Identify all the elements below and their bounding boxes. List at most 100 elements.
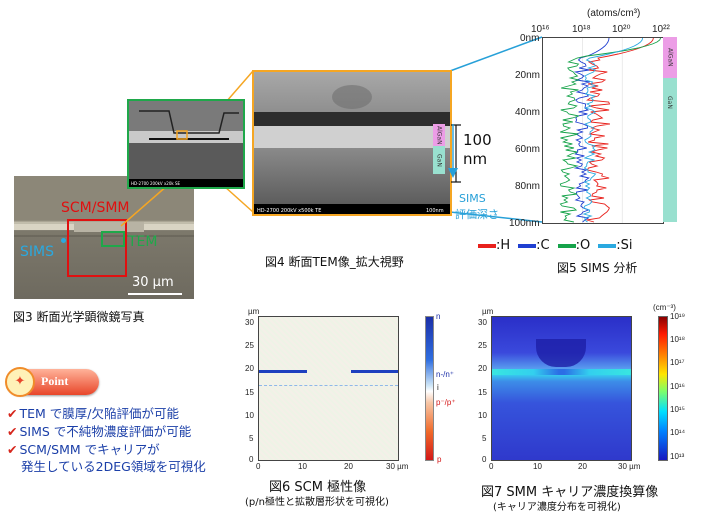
scm-cb-label: p bbox=[437, 455, 442, 464]
scm-xtick: 0 bbox=[256, 462, 261, 471]
fig6-caption: 図6 SCM 極性像 bbox=[269, 480, 367, 495]
tem-algan-tag: AlGaN bbox=[433, 124, 445, 146]
scm-unit: µm bbox=[248, 307, 260, 316]
point-item: ✔ TEM で膜厚/欠陥評価が可能 bbox=[7, 406, 179, 421]
smm-ytick: 10 bbox=[478, 411, 487, 420]
scm-ytick: 0 bbox=[249, 455, 254, 464]
tem-overview-image: HD-2700 200kV x20k SE bbox=[127, 99, 245, 189]
smm-cb-label: 10¹⁸ bbox=[670, 335, 685, 344]
sims-xtick: 10¹⁸ bbox=[572, 24, 591, 35]
sims-algan-band: AlGaN bbox=[663, 37, 677, 78]
trace-o bbox=[559, 38, 662, 223]
point-item: ✔ SIMS で不純物濃度評価が可能 bbox=[7, 424, 192, 439]
thickness-value: 100 bbox=[463, 131, 492, 149]
point-item: ✔ SCM/SMM でキャリアが bbox=[7, 442, 160, 457]
fig3-optical-image bbox=[14, 176, 194, 299]
tem-image: HD-2700 200kV x500k TE 100nm bbox=[252, 70, 452, 216]
sims-marker bbox=[61, 238, 66, 243]
sims-depth-arrow bbox=[448, 124, 458, 178]
scm-image bbox=[258, 316, 399, 461]
smm-cb-unit: (cm⁻³) bbox=[653, 303, 676, 312]
sims-ytick: 0nm bbox=[520, 33, 540, 44]
sims-plot bbox=[542, 37, 664, 224]
scm-xtick: 20 bbox=[344, 462, 353, 471]
fig6-subcaption: (p/n極性と拡散層形状を可視化) bbox=[245, 497, 389, 508]
scm-diffusion-line bbox=[259, 385, 398, 387]
sims-ytick: 80nm bbox=[515, 181, 541, 192]
trace-c bbox=[573, 38, 610, 223]
scm-xtick: 10 bbox=[298, 462, 307, 471]
smm-cb-label: 10¹⁷ bbox=[670, 358, 685, 367]
tem-region-box bbox=[101, 231, 125, 247]
sims-ytick: 40nm bbox=[515, 107, 541, 118]
fig7-subcaption: (キャリア濃度分布を可視化) bbox=[493, 502, 621, 513]
scm-smm-label: SCM/SMM bbox=[61, 200, 130, 216]
point-item: 発生している2DEG領域を可視化 bbox=[21, 459, 206, 474]
sims-legend: :H :C :O :Si bbox=[478, 238, 633, 253]
scm-2deg-line-right bbox=[351, 370, 398, 373]
scm-cb-label: n bbox=[436, 312, 441, 321]
fig7-caption: 図7 SMM キャリア濃度換算像 bbox=[481, 485, 659, 500]
sims-xtick: 10²² bbox=[652, 24, 670, 35]
smm-xtick: 30 µm bbox=[618, 462, 641, 471]
scm-cb-label: i bbox=[437, 383, 439, 392]
scale-bar-label: 30 µm bbox=[132, 275, 174, 290]
smm-unit: µm bbox=[482, 307, 494, 316]
scm-cb-label: p⁻/p⁺ bbox=[436, 398, 456, 407]
tem-info: HD-2700 200kV x500k TE bbox=[257, 208, 321, 214]
smm-image bbox=[491, 316, 632, 461]
fig5-caption: 図5 SIMS 分析 bbox=[557, 261, 638, 275]
tem-scale: 100nm bbox=[426, 208, 444, 214]
smm-xtick: 20 bbox=[578, 462, 587, 471]
legend-h: :H bbox=[478, 238, 510, 253]
smm-cb-label: 10¹³ bbox=[670, 452, 685, 461]
smm-ytick: 5 bbox=[482, 434, 487, 443]
scm-ytick: 25 bbox=[245, 341, 254, 350]
legend-si: :Si bbox=[598, 238, 633, 253]
smm-ytick: 25 bbox=[478, 341, 487, 350]
smm-xtick: 0 bbox=[489, 462, 494, 471]
scm-smm-region-box bbox=[67, 219, 127, 277]
sims-unit: (atoms/cm³) bbox=[587, 8, 641, 19]
scale-bar bbox=[128, 293, 182, 295]
sims-label: SIMS bbox=[20, 244, 54, 260]
smm-colorbar bbox=[658, 316, 668, 461]
trace-si bbox=[582, 38, 644, 223]
smm-xtick: 10 bbox=[533, 462, 542, 471]
smm-ytick: 0 bbox=[482, 455, 487, 464]
scm-xtick: 30 µm bbox=[386, 462, 409, 471]
sims-xtick: 10¹⁶ bbox=[531, 24, 550, 35]
sims-ytick: 20nm bbox=[515, 70, 541, 81]
point-icon: ✦ bbox=[5, 367, 35, 397]
tem-label: TEM bbox=[128, 234, 158, 250]
sims-depth-label-1: SIMS bbox=[459, 192, 486, 205]
scm-colorbar bbox=[425, 316, 434, 461]
tem-gan-tag: GaN bbox=[433, 146, 445, 174]
scm-2deg-line-left bbox=[259, 370, 307, 373]
point-badge-label: Point bbox=[41, 374, 69, 388]
sims-ytick: 100nm bbox=[509, 218, 540, 229]
scm-ytick: 5 bbox=[249, 434, 254, 443]
sims-depth-label-2: 評価深さ bbox=[455, 208, 499, 221]
smm-ytick: 15 bbox=[478, 388, 487, 397]
scm-ytick: 30 bbox=[245, 318, 254, 327]
smm-gate-shadow bbox=[536, 339, 586, 367]
scm-ytick: 20 bbox=[245, 364, 254, 373]
scm-ytick: 10 bbox=[245, 411, 254, 420]
scm-ytick: 15 bbox=[245, 388, 254, 397]
smm-cb-label: 10¹⁵ bbox=[670, 405, 685, 414]
smm-2deg-band bbox=[492, 369, 631, 375]
sims-xtick: 10²⁰ bbox=[612, 24, 631, 35]
smm-cb-label: 10¹⁹ bbox=[670, 312, 685, 321]
scm-cb-label: n-/n⁺ bbox=[436, 370, 455, 379]
legend-c: :C bbox=[518, 238, 550, 253]
thickness-unit: nm bbox=[463, 150, 488, 168]
sims-ytick: 60nm bbox=[515, 144, 541, 155]
legend-o: :O bbox=[557, 238, 590, 253]
smm-cb-label: 10¹⁴ bbox=[670, 428, 685, 437]
overview-info: HD-2700 200kV x20k SE bbox=[131, 181, 181, 186]
smm-ytick: 30 bbox=[478, 318, 487, 327]
sims-gan-band: GaN bbox=[663, 78, 677, 222]
fig3-caption: 図3 断面光学顕微鏡写真 bbox=[13, 310, 145, 324]
point-badge: ✦ Point bbox=[5, 367, 99, 397]
